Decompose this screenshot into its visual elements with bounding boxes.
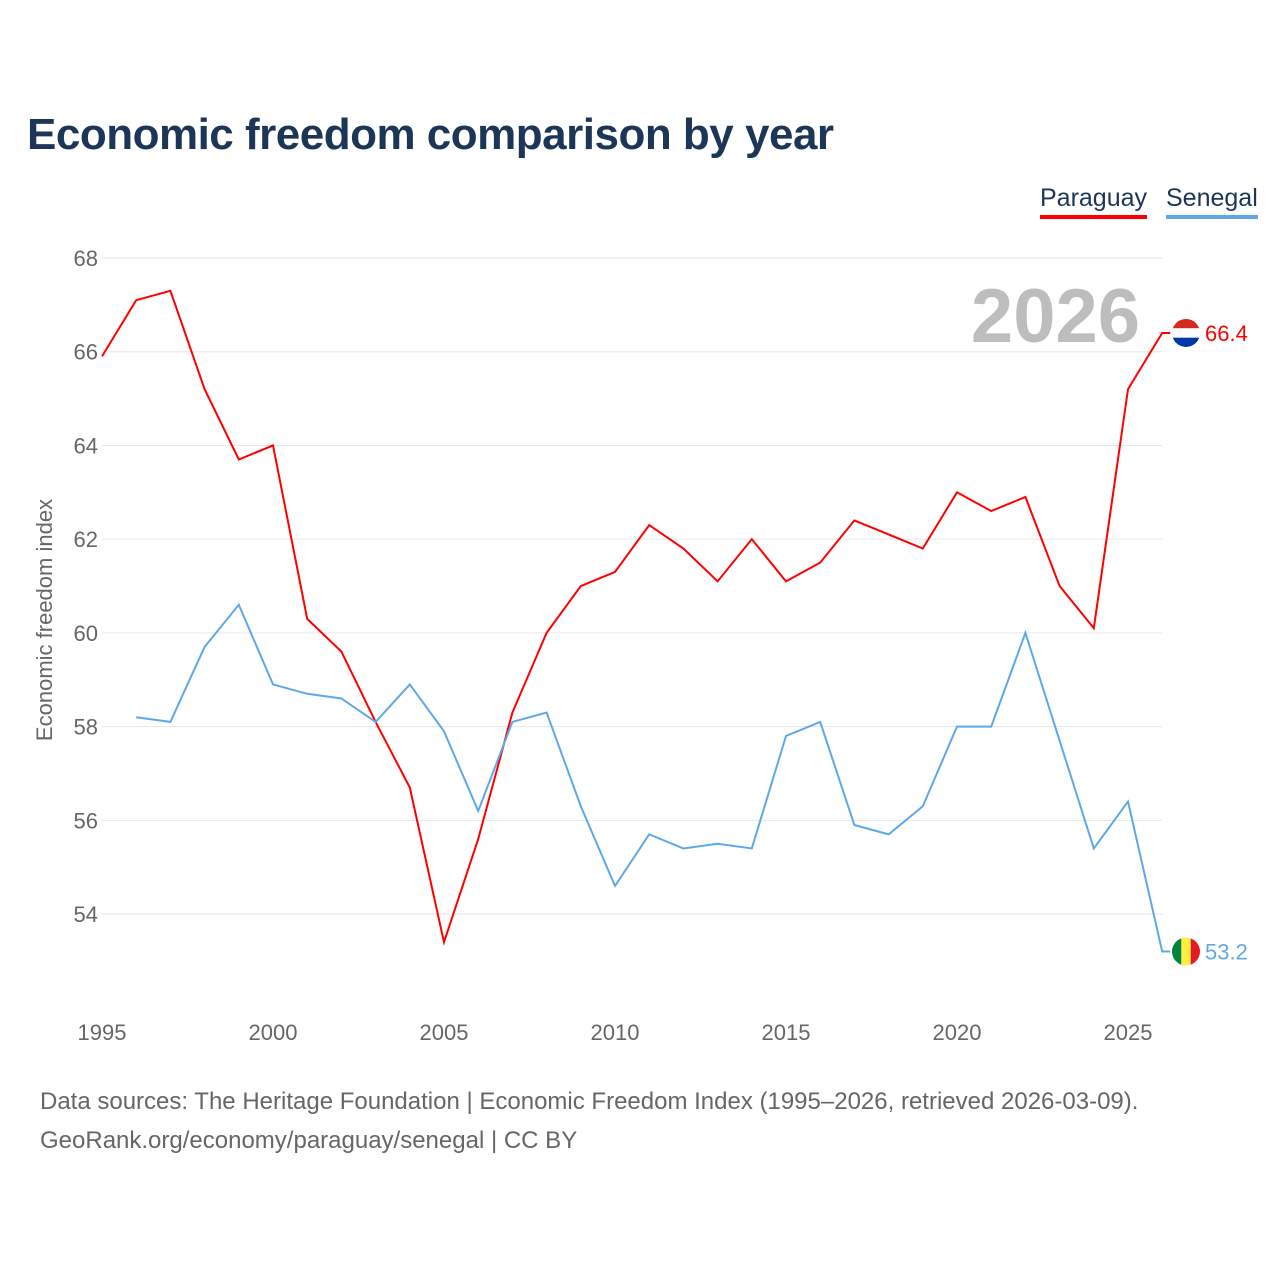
x-tick-label: 2025: [1104, 1020, 1153, 1045]
source-url[interactable]: GeoRank.org/economy/paraguay/senegal | C…: [40, 1127, 578, 1154]
y-tick-label: 60: [74, 621, 98, 646]
series-line-senegal: [136, 602, 1171, 953]
legend-paraguay[interactable]: Paraguay: [1040, 184, 1148, 219]
source-note: Data sources: The Heritage Foundation | …: [40, 1088, 1139, 1115]
end-value-label: 66.4: [1205, 321, 1248, 346]
y-tick-label: 62: [74, 527, 98, 552]
y-axis-label: Economic freedom index: [32, 499, 57, 741]
x-tick-label: 1995: [78, 1020, 127, 1045]
x-tick-label: 2015: [762, 1020, 811, 1045]
chart-title: Economic freedom comparison by year: [27, 110, 834, 159]
y-tick-label: 66: [74, 340, 98, 365]
y-tick-label: 64: [74, 433, 98, 458]
legend-senegal[interactable]: Senegal: [1166, 184, 1258, 219]
x-tick-label: 2010: [591, 1020, 640, 1045]
series-line-paraguay: [101, 289, 1171, 946]
y-tick-label: 58: [74, 715, 98, 740]
x-tick-label: 2000: [249, 1020, 298, 1045]
y-tick-label: 54: [74, 902, 98, 927]
end-value-label: 53.2: [1205, 940, 1248, 965]
x-tick-label: 2005: [420, 1020, 469, 1045]
flag-paraguay-icon: [1172, 318, 1200, 347]
year-watermark: 2026: [971, 274, 1140, 359]
y-tick-label: 68: [74, 246, 98, 271]
y-tick-label: 56: [74, 808, 98, 833]
flag-senegal-icon: [1172, 937, 1200, 966]
x-tick-label: 2020: [933, 1020, 982, 1045]
